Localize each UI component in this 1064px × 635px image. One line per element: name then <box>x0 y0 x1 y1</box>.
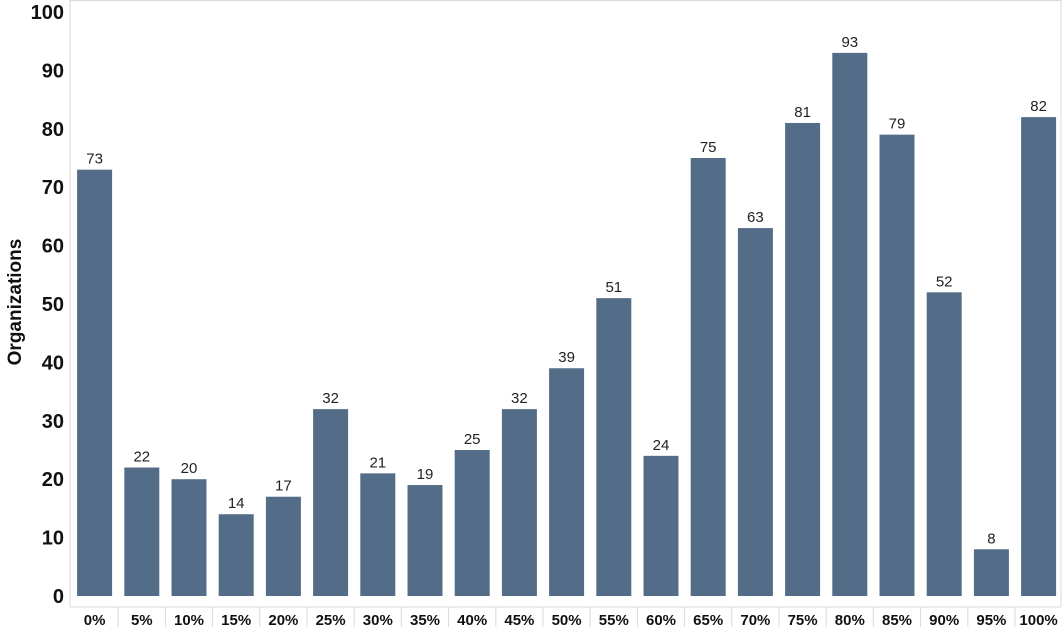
bars <box>77 52 1057 597</box>
data-label: 32 <box>322 390 339 407</box>
bar-75pct <box>785 122 821 597</box>
y-tick-label: 30 <box>42 411 64 433</box>
bar-0pct <box>77 169 113 596</box>
x-tick-label: 60% <box>646 612 676 629</box>
bar-90pct <box>926 292 962 596</box>
x-axis-ticks: 0% 5% 10% 15% 20% 25% 30% 35% 40% 45% 50% 55% 60% 65%… <box>84 612 1058 629</box>
x-tick-label: 75% <box>788 612 818 629</box>
data-label: 73 <box>86 151 103 168</box>
bar-100pct <box>1021 117 1057 597</box>
y-tick-label: 40 <box>42 352 64 374</box>
x-tick-label: 10% <box>174 612 204 629</box>
plot-frame <box>69 0 1062 627</box>
bar-35pct <box>407 485 443 596</box>
bar-15pct <box>218 514 254 596</box>
bar-70pct <box>737 228 773 596</box>
x-tick-label: 70% <box>740 612 770 629</box>
data-label: 19 <box>417 466 434 483</box>
x-tick-label: 95% <box>976 612 1006 629</box>
y-tick-label: 80 <box>42 119 64 141</box>
x-tick-label: 30% <box>363 612 393 629</box>
data-label: 39 <box>558 349 575 366</box>
bar-25pct <box>313 409 349 596</box>
x-tick-label: 80% <box>835 612 865 629</box>
x-tick-label: 50% <box>552 612 582 629</box>
y-tick-label: 50 <box>42 294 64 316</box>
x-tick-label: 35% <box>410 612 440 629</box>
y-tick-label: 100 <box>31 2 64 24</box>
y-tick-label: 10 <box>42 528 64 550</box>
x-tick-label: 5% <box>131 612 153 629</box>
bar-5pct <box>124 467 160 596</box>
x-tick-label: 40% <box>457 612 487 629</box>
bar-30pct <box>360 473 396 596</box>
data-label: 82 <box>1030 98 1047 115</box>
x-tick-label: 55% <box>599 612 629 629</box>
bar-65pct <box>690 158 726 596</box>
x-tick-label: 20% <box>268 612 298 629</box>
bar-10pct <box>171 479 207 596</box>
bar-95pct <box>973 549 1009 596</box>
data-label: 14 <box>228 495 245 512</box>
x-tick-label: 100% <box>1019 612 1057 629</box>
x-tick-label: 15% <box>221 612 251 629</box>
y-tick-label: 70 <box>42 177 64 199</box>
data-label: 51 <box>605 279 622 296</box>
data-label: 22 <box>133 449 150 466</box>
data-label: 17 <box>275 478 292 495</box>
data-label: 21 <box>369 454 386 471</box>
data-label: 24 <box>653 437 670 454</box>
x-tick-label: 0% <box>84 612 106 629</box>
data-label: 32 <box>511 390 528 407</box>
bar-85pct <box>879 134 915 596</box>
data-label: 25 <box>464 431 481 448</box>
x-tick-label: 85% <box>882 612 912 629</box>
data-label: 79 <box>889 116 906 133</box>
data-label: 75 <box>700 139 717 156</box>
bar-60pct <box>643 455 679 596</box>
data-label: 52 <box>936 273 953 290</box>
x-tick-label: 65% <box>693 612 723 629</box>
data-label: 63 <box>747 209 764 226</box>
y-tick-label: 0 <box>53 586 64 608</box>
data-label: 20 <box>181 460 198 477</box>
y-axis-title: Organizations <box>5 239 26 366</box>
data-labels: 73 22 20 14 17 32 21 19 25 32 39 51 24 75 63 81 93 79 52 8 8… <box>86 34 1047 547</box>
y-tick-label: 90 <box>42 60 64 82</box>
data-label: 81 <box>794 104 811 121</box>
y-tick-label: 60 <box>42 236 64 258</box>
bar-45pct <box>501 409 537 596</box>
data-label: 93 <box>841 34 858 51</box>
x-tick-label: 90% <box>929 612 959 629</box>
y-axis-ticks: 0 10 20 30 40 50 60 70 80 90 100 <box>31 2 64 608</box>
data-label: 8 <box>987 530 995 547</box>
x-tick-label: 25% <box>316 612 346 629</box>
bar-20pct <box>265 496 301 596</box>
x-tick-label: 45% <box>504 612 534 629</box>
bar-40pct <box>454 450 490 596</box>
bar-55pct <box>596 298 632 596</box>
bar-80pct <box>832 52 868 596</box>
y-tick-label: 20 <box>42 469 64 491</box>
bar-50pct <box>549 368 585 596</box>
